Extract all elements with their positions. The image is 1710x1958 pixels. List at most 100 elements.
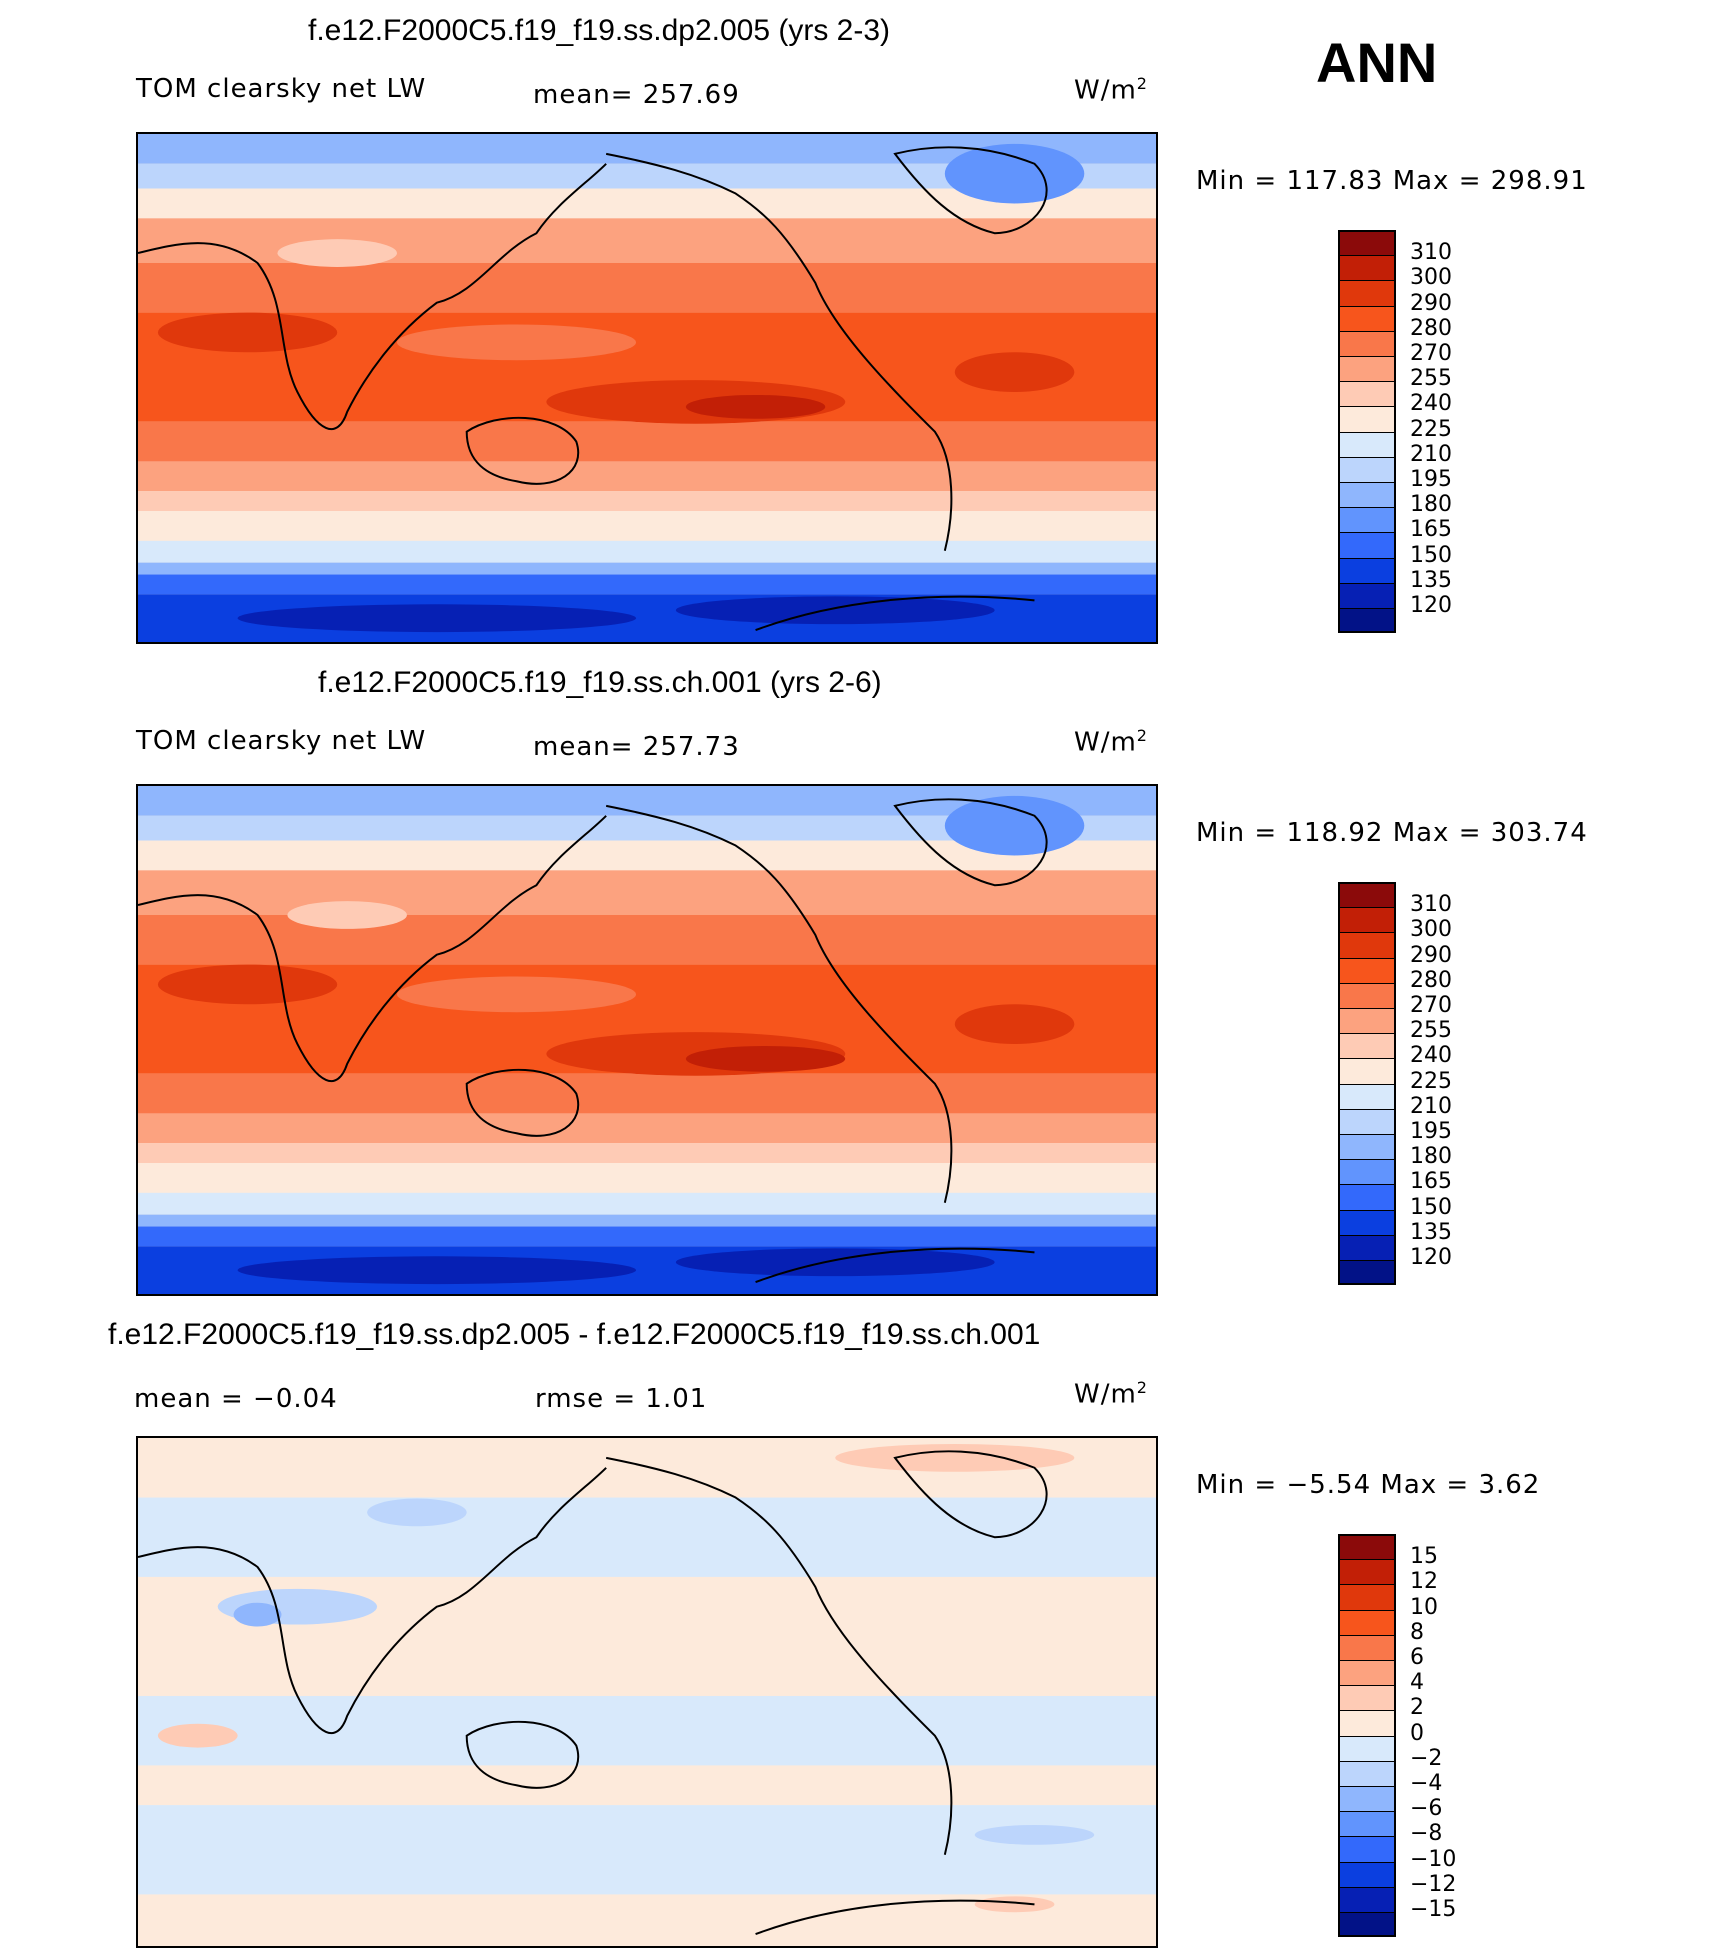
colorbar-swatch	[1338, 1634, 1396, 1660]
colorbar-swatch	[1338, 1083, 1396, 1109]
colorbar-level-label: 150	[1410, 542, 1452, 568]
colorbar-level-label: 210	[1410, 1093, 1452, 1119]
colorbar-swatch	[1338, 1534, 1396, 1560]
colorbar-level-label: −4	[1410, 1771, 1443, 1796]
panel-2-variable-label: TOM clearsky net LW	[136, 726, 427, 756]
colorbar-swatch	[1338, 1159, 1396, 1185]
panel-2-mean-label: mean= 257.73	[533, 732, 740, 762]
colorbar-swatch	[1338, 1710, 1396, 1736]
colorbar-swatch	[1338, 1912, 1396, 1938]
colorbar-swatch	[1338, 1836, 1396, 1862]
panel-1-mean-label: mean= 257.69	[533, 80, 740, 110]
colorbar-level-label: 135	[1410, 1219, 1452, 1245]
colorbar-swatch	[1338, 532, 1396, 558]
colorbar-level-label: 255	[1410, 1018, 1452, 1044]
colorbar-swatch	[1338, 431, 1396, 457]
colorbar-swatch	[1338, 482, 1396, 508]
colorbar-swatch	[1338, 1685, 1396, 1711]
colorbar-level-label: 165	[1410, 1169, 1452, 1195]
panel-2-minmax: Min = 118.92 Max = 303.74	[1196, 818, 1588, 848]
colorbar-swatch	[1338, 1584, 1396, 1610]
colorbar-swatch	[1338, 1260, 1396, 1286]
colorbar-level-label: 10	[1410, 1594, 1438, 1620]
colorbar-swatch	[1338, 230, 1396, 256]
colorbar-frame	[1338, 1534, 1396, 1938]
season-label: ANN	[1316, 31, 1438, 94]
colorbar-swatch	[1338, 1234, 1396, 1260]
colorbar-swatch	[1338, 1108, 1396, 1134]
panel-3-rmse-label: rmse = 1.01	[535, 1384, 708, 1414]
panel-1-map-field	[138, 134, 1156, 642]
colorbar-swatch	[1338, 381, 1396, 407]
colorbar-level-label: 280	[1410, 967, 1452, 993]
panel-2-map	[136, 784, 1158, 1296]
colorbar-level-label: 150	[1410, 1194, 1452, 1220]
colorbar-level-label: −2	[1410, 1745, 1443, 1771]
colorbar-swatch	[1338, 1559, 1396, 1585]
colorbar-level-label: 6	[1410, 1645, 1424, 1670]
colorbar-swatch	[1338, 1209, 1396, 1235]
colorbar-level-label: 280	[1410, 315, 1452, 341]
colorbar-swatch	[1338, 406, 1396, 432]
colorbar-swatch	[1338, 1886, 1396, 1912]
panel-3-map-field	[138, 1438, 1156, 1946]
colorbar-swatch	[1338, 1184, 1396, 1210]
colorbar-level-label: 165	[1410, 517, 1452, 543]
colorbar-swatch	[1338, 1008, 1396, 1034]
panel-1-map	[136, 132, 1158, 644]
colorbar-swatch	[1338, 608, 1396, 634]
colorbar-level-label: 240	[1410, 391, 1452, 417]
panel-1-minmax: Min = 117.83 Max = 298.91	[1196, 166, 1588, 196]
colorbar-level-label: 290	[1410, 942, 1452, 968]
colorbar-level-label: 120	[1410, 593, 1452, 618]
colorbar-level-label: 195	[1410, 467, 1452, 492]
colorbar-swatch	[1338, 557, 1396, 583]
panel-2-units: W/m2	[1074, 726, 1148, 758]
colorbar-level-label: 300	[1410, 917, 1452, 943]
panel-2-title: f.e12.F2000C5.f19_f19.ss.ch.001 (yrs 2-6…	[318, 666, 882, 699]
colorbar-level-label: 290	[1410, 290, 1452, 316]
colorbar-level-label: 270	[1410, 993, 1452, 1018]
panel-1-variable-label: TOM clearsky net LW	[136, 74, 427, 104]
colorbar-level-label: 4	[1410, 1670, 1424, 1696]
colorbar-swatch	[1338, 1735, 1396, 1761]
colorbar-swatch	[1338, 1033, 1396, 1059]
colorbar-level-label: 180	[1410, 492, 1452, 518]
colorbar-level-label: 225	[1410, 416, 1452, 442]
panel-1-units: W/m2	[1074, 74, 1148, 106]
colorbar-level-label: 240	[1410, 1043, 1452, 1069]
colorbar-frame	[1338, 882, 1396, 1286]
colorbar-swatch	[1338, 1660, 1396, 1686]
colorbar-swatch	[1338, 1811, 1396, 1837]
colorbar-level-label: 180	[1410, 1144, 1452, 1170]
colorbar-level-label: 15	[1410, 1544, 1438, 1570]
colorbar-level-label: 12	[1410, 1569, 1438, 1595]
panel-3-map	[136, 1436, 1158, 1948]
colorbar-level-label: 270	[1410, 341, 1452, 366]
colorbar-level-label: 310	[1410, 240, 1452, 266]
colorbar-swatch	[1338, 1609, 1396, 1635]
colorbar-level-label: 310	[1410, 892, 1452, 918]
panel-2-map-field	[138, 786, 1156, 1294]
colorbar-level-label: −8	[1410, 1821, 1443, 1847]
panel-3-mean-label: mean = −0.04	[134, 1384, 338, 1414]
panel-3-units: W/m2	[1074, 1378, 1148, 1410]
colorbar-swatch	[1338, 1058, 1396, 1084]
colorbar-swatch	[1338, 932, 1396, 958]
panel-3-title: f.e12.F2000C5.f19_f19.ss.dp2.005 - f.e12…	[108, 1318, 1041, 1351]
colorbar-level-label: 8	[1410, 1619, 1424, 1645]
colorbar-level-label: 225	[1410, 1068, 1452, 1094]
colorbar-swatch	[1338, 507, 1396, 533]
colorbar-level-label: 210	[1410, 441, 1452, 467]
colorbar-level-label: −15	[1410, 1897, 1457, 1922]
colorbar-level-label: 2	[1410, 1695, 1424, 1721]
colorbar-swatch	[1338, 907, 1396, 933]
colorbar-swatch	[1338, 1760, 1396, 1786]
colorbar-level-label: −10	[1410, 1846, 1457, 1872]
colorbar-swatch	[1338, 582, 1396, 608]
colorbar-level-label: 195	[1410, 1119, 1452, 1144]
colorbar-level-label: 255	[1410, 366, 1452, 392]
colorbar-swatch	[1338, 1861, 1396, 1887]
colorbar-swatch	[1338, 255, 1396, 281]
colorbar-frame	[1338, 230, 1396, 634]
